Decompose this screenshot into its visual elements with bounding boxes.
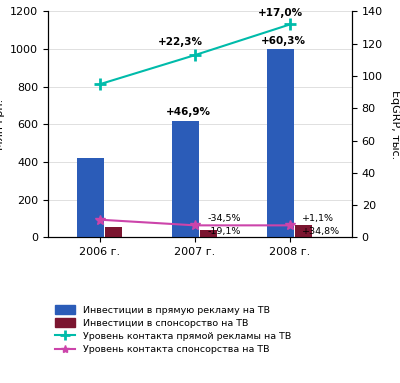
Text: +34,8%: +34,8% [302, 227, 340, 236]
Bar [78, 159, 104, 237]
Text: +1,1%: +1,1% [302, 214, 334, 223]
Bar [295, 225, 312, 237]
Legend: Инвестиции в прямую рекламу на ТВ, Инвестиции в спонсорство на ТВ, Уровень конта: Инвестиции в прямую рекламу на ТВ, Инвес… [53, 303, 293, 356]
Bar [200, 230, 217, 237]
Text: +22,3%: +22,3% [158, 37, 203, 47]
Bar [268, 49, 294, 237]
Bar [172, 121, 199, 237]
Text: -19,1%: -19,1% [208, 227, 241, 236]
Text: +60,3%: +60,3% [261, 36, 306, 46]
Text: +46,9%: +46,9% [166, 107, 211, 117]
Y-axis label: EqGRP, тыс.: EqGRP, тыс. [390, 90, 400, 159]
Y-axis label: Млн грн.: Млн грн. [0, 99, 4, 150]
Text: +17,0%: +17,0% [258, 8, 303, 18]
Text: -34,5%: -34,5% [208, 214, 241, 223]
Bar [105, 227, 122, 237]
